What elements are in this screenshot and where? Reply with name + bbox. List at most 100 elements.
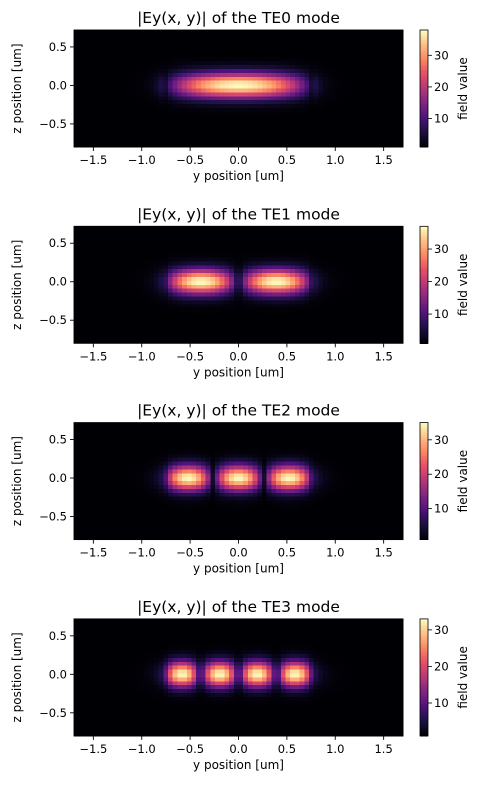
heatmap-cell (224, 331, 230, 336)
heatmap-cell (370, 84, 376, 89)
heatmap-cell (106, 300, 112, 305)
heatmap-cell (205, 304, 211, 309)
heatmap-cell (280, 284, 286, 290)
heatmap-cell (97, 319, 103, 325)
heatmap-cell (309, 261, 315, 266)
heatmap-cell (121, 331, 127, 336)
heatmap-cell (153, 422, 159, 427)
heatmap-cell (102, 323, 108, 329)
heatmap-cell (356, 304, 362, 309)
heatmap-cell (111, 488, 117, 494)
heatmap-cell (398, 327, 404, 332)
heatmap-cell (78, 96, 84, 101)
heatmap-cell (370, 119, 376, 124)
heatmap-cell (323, 92, 329, 97)
heatmap-cell (243, 300, 249, 305)
heatmap-cell (92, 30, 98, 35)
heatmap-cell (252, 304, 258, 309)
heatmap-cell (149, 49, 155, 54)
heatmap-cell (153, 524, 159, 529)
heatmap-cell (370, 80, 376, 85)
heatmap-cell (215, 238, 221, 243)
heatmap-cell (111, 123, 117, 128)
heatmap-cell (341, 33, 347, 39)
heatmap-cell (191, 284, 197, 290)
heatmap-cell (327, 131, 333, 136)
heatmap-cell (172, 312, 178, 317)
heatmap-cell (365, 261, 371, 266)
heatmap-cell (252, 300, 258, 305)
heatmap-cell (266, 288, 272, 293)
heatmap-cell (365, 30, 371, 35)
heatmap-cell (149, 323, 155, 329)
heatmap-cell (224, 273, 230, 278)
heatmap-cell (168, 319, 174, 325)
heatmap-cell (130, 249, 136, 254)
heatmap-cell (158, 335, 164, 340)
heatmap-cell (116, 111, 122, 117)
heatmap-cell (304, 234, 310, 239)
heatmap-cell (74, 135, 80, 140)
heatmap-cell (384, 312, 390, 317)
heatmap-cell (327, 323, 333, 329)
heatmap-cell (280, 92, 286, 97)
heatmap-cell (74, 422, 80, 427)
heatmap-cell (92, 308, 98, 313)
heatmap-cell (271, 238, 277, 243)
heatmap-cell (125, 296, 131, 301)
heatmap-cell (144, 331, 150, 336)
heatmap-cell (153, 84, 159, 89)
heatmap-cell (205, 143, 211, 148)
heatmap-cell (210, 33, 216, 39)
heatmap-cell (323, 234, 329, 239)
heatmap-cell (168, 139, 174, 144)
heatmap-cell (299, 143, 305, 148)
heatmap-cell (74, 449, 80, 455)
heatmap-cell (102, 100, 108, 105)
heatmap-cell (304, 57, 310, 62)
heatmap-cell (163, 57, 169, 62)
heatmap-cell (139, 226, 145, 231)
heatmap-cell (285, 319, 291, 325)
heatmap-cell (125, 277, 131, 282)
heatmap-cell (388, 257, 394, 262)
heatmap-cell (196, 316, 202, 321)
heatmap-cell (125, 335, 131, 340)
heatmap-cell (313, 319, 319, 325)
heatmap-cell (139, 442, 145, 447)
heatmap-cell (210, 288, 216, 293)
heatmap-cell (97, 446, 103, 451)
heatmap-cell (365, 76, 371, 82)
heatmap-cell (323, 288, 329, 293)
heatmap-cell (92, 226, 98, 231)
heatmap-cell (229, 339, 235, 344)
heatmap-cell (83, 269, 89, 274)
heatmap-cell (388, 143, 394, 148)
heatmap-cell (121, 30, 127, 35)
heatmap-cell (88, 33, 94, 39)
heatmap-cell (280, 30, 286, 35)
heatmap-cell (158, 323, 164, 329)
heatmap-cell (106, 257, 112, 262)
heatmap-cell (318, 331, 324, 336)
heatmap-cell (125, 88, 131, 93)
heatmap-cell (149, 119, 155, 124)
heatmap-cell (102, 308, 108, 313)
heatmap-cell (144, 230, 150, 235)
heatmap-cell (351, 335, 357, 340)
heatmap-cell (106, 296, 112, 301)
heatmap-cell (243, 304, 249, 309)
heatmap-cell (238, 80, 244, 85)
heatmap-cell (74, 316, 80, 321)
heatmap-cell (257, 327, 263, 332)
heatmap-cell (153, 72, 159, 78)
heatmap-cell (92, 115, 98, 121)
heatmap-cell (106, 504, 112, 509)
heatmap-cell (168, 296, 174, 301)
heatmap-cell (257, 226, 263, 231)
heatmap-cell (351, 230, 357, 235)
heatmap-cell (271, 249, 277, 254)
heatmap-cell (243, 143, 249, 148)
heatmap-cell (243, 96, 249, 101)
heatmap-cell (219, 57, 225, 62)
